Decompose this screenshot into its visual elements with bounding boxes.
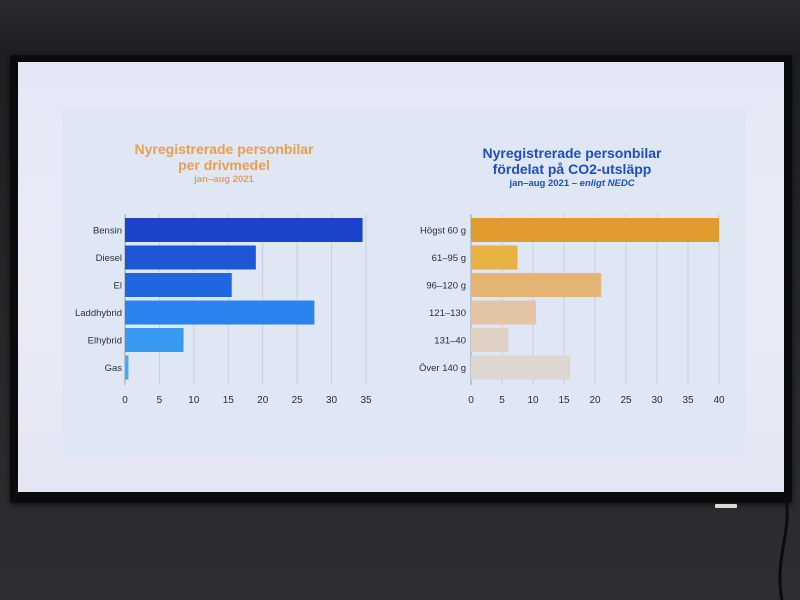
x-tick-label: 5 [499, 395, 505, 406]
chart-drivmedel-plot: 0 5 10 15 20 25 30 35 Bensin Diesel El Laddhybrid El… [75, 214, 372, 406]
category-label: 96–120 g [426, 281, 466, 292]
x-tick-label: 15 [558, 395, 570, 406]
x-tick-label: 20 [257, 395, 269, 406]
x-tick-label: 25 [292, 395, 304, 406]
category-label: Diesel [96, 253, 122, 264]
x-tick-label: 10 [188, 395, 200, 406]
chart-co2-title-block: Nyregistrerade personbilar fördelat på C… [398, 145, 746, 191]
chart-subtitle: jan–aug 2021 [194, 174, 254, 185]
chart-co2-plot: 0 5 10 15 20 25 30 35 40 Högst 60 g 61–95 g 96–120 … [419, 214, 725, 406]
bar [125, 273, 232, 297]
x-tick-label: 5 [157, 395, 163, 406]
x-tick-label: 10 [527, 395, 539, 406]
x-tick-label: 25 [620, 395, 632, 406]
bar [471, 273, 602, 297]
chart-subtitle: jan–aug 2021 – enligt NEDC [398, 177, 746, 191]
chart-title: Nyregistrerade personbilar [134, 141, 314, 157]
bar [471, 328, 509, 352]
chart-title-line2: fördelat på CO2-utsläpp [492, 161, 652, 177]
x-tick-label: 30 [326, 395, 338, 406]
x-tick-label: 15 [223, 395, 235, 406]
chart-drivmedel: Nyregistrerade personbilar per drivmedel… [62, 108, 386, 454]
wall-background [0, 0, 800, 56]
category-label: El [114, 281, 122, 292]
category-label: Över 140 g [419, 363, 466, 374]
chart-title: Nyregistrerade personbilar [482, 145, 662, 161]
category-label: Högst 60 g [420, 226, 466, 237]
category-label: 131–40 [434, 336, 466, 347]
chart-subtitle-italic: enligt NEDC [579, 178, 635, 189]
bar [125, 300, 315, 325]
x-tick-label: 0 [468, 395, 474, 406]
bar [471, 355, 571, 380]
bar [471, 218, 719, 242]
bar [125, 328, 184, 352]
chart-co2: Nyregistrerade personbilar fördelat på C… [398, 108, 746, 454]
x-tick-label: 35 [682, 395, 694, 406]
category-label: Bensin [93, 226, 122, 237]
category-label: Elhybrid [88, 336, 122, 347]
bar [125, 218, 363, 242]
category-label: 121–130 [429, 308, 466, 319]
bar [125, 245, 256, 270]
bar [471, 245, 518, 270]
x-tick-label: 35 [360, 395, 372, 406]
category-label: Gas [105, 363, 123, 374]
chart-drivmedel-title-block: Nyregistrerade personbilar per drivmedel… [62, 141, 386, 187]
x-tick-label: 30 [651, 395, 663, 406]
x-tick-label: 40 [713, 395, 725, 406]
x-tick-label: 20 [589, 395, 601, 406]
tv-logo-badge [715, 504, 737, 508]
bar [125, 355, 129, 380]
bar [471, 300, 537, 325]
category-label: 61–95 g [432, 253, 466, 264]
chart-subtitle-main: jan–aug 2021 – [509, 178, 580, 189]
power-cable [778, 499, 789, 600]
chart-title-line2: per drivmedel [178, 157, 270, 173]
category-label: Laddhybrid [75, 308, 122, 319]
x-tick-label: 0 [122, 395, 128, 406]
